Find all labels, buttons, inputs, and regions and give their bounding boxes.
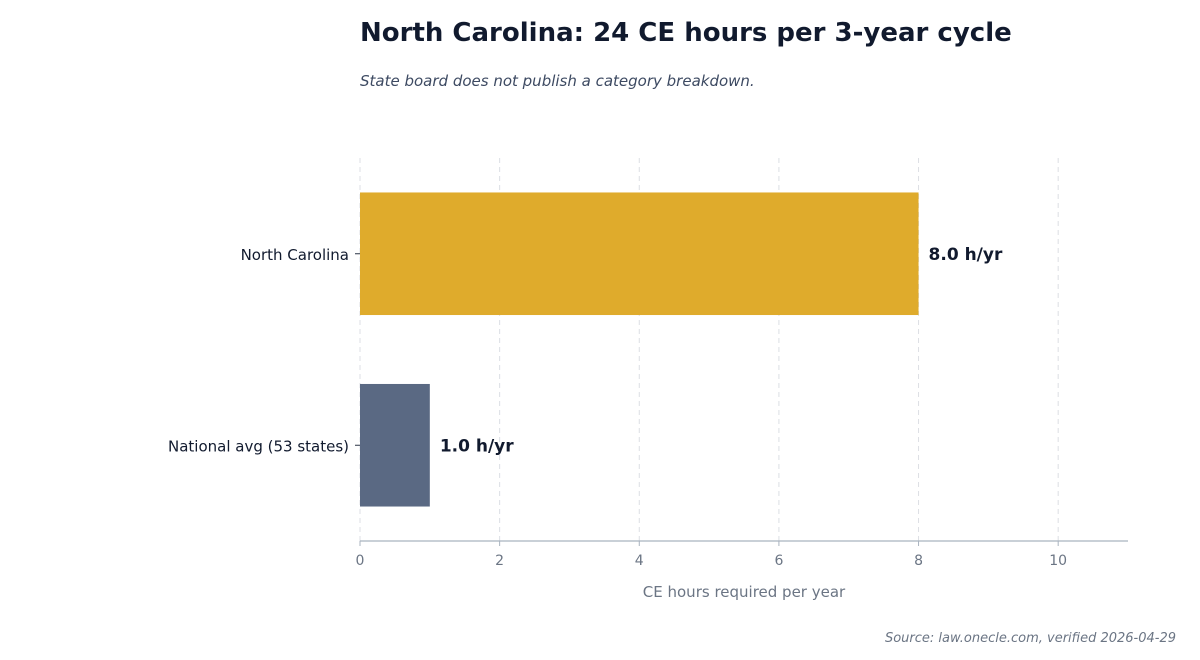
bar bbox=[360, 383, 430, 507]
x-axis-label: CE hours required per year bbox=[643, 583, 846, 601]
x-tick-label: 2 bbox=[495, 553, 504, 569]
data-label: 8.0 h/yr bbox=[929, 245, 1003, 265]
x-tick-label: 0 bbox=[356, 553, 365, 569]
x-tick-label: 10 bbox=[1049, 553, 1067, 569]
bar bbox=[360, 192, 919, 316]
x-tick-label: 6 bbox=[774, 553, 783, 569]
chart-title: North Carolina: 24 CE hours per 3-year c… bbox=[360, 18, 1012, 48]
axes: CE hours required per year 0 2 4 6 8 10 North … bbox=[168, 246, 1128, 601]
y-tick-label: National avg (53 states) bbox=[168, 437, 349, 455]
source-note: Source: law.onecle.com, verified 2026-04… bbox=[884, 631, 1176, 646]
y-tick-label: North Carolina bbox=[241, 246, 349, 264]
x-tick-label: 8 bbox=[914, 553, 923, 569]
x-tick-label: 4 bbox=[635, 553, 644, 569]
bars: 8.0 h/yr 1.0 h/yr bbox=[360, 192, 1003, 507]
chart-subtitle: State board does not publish a category … bbox=[360, 72, 755, 90]
data-label: 1.0 h/yr bbox=[440, 436, 514, 456]
